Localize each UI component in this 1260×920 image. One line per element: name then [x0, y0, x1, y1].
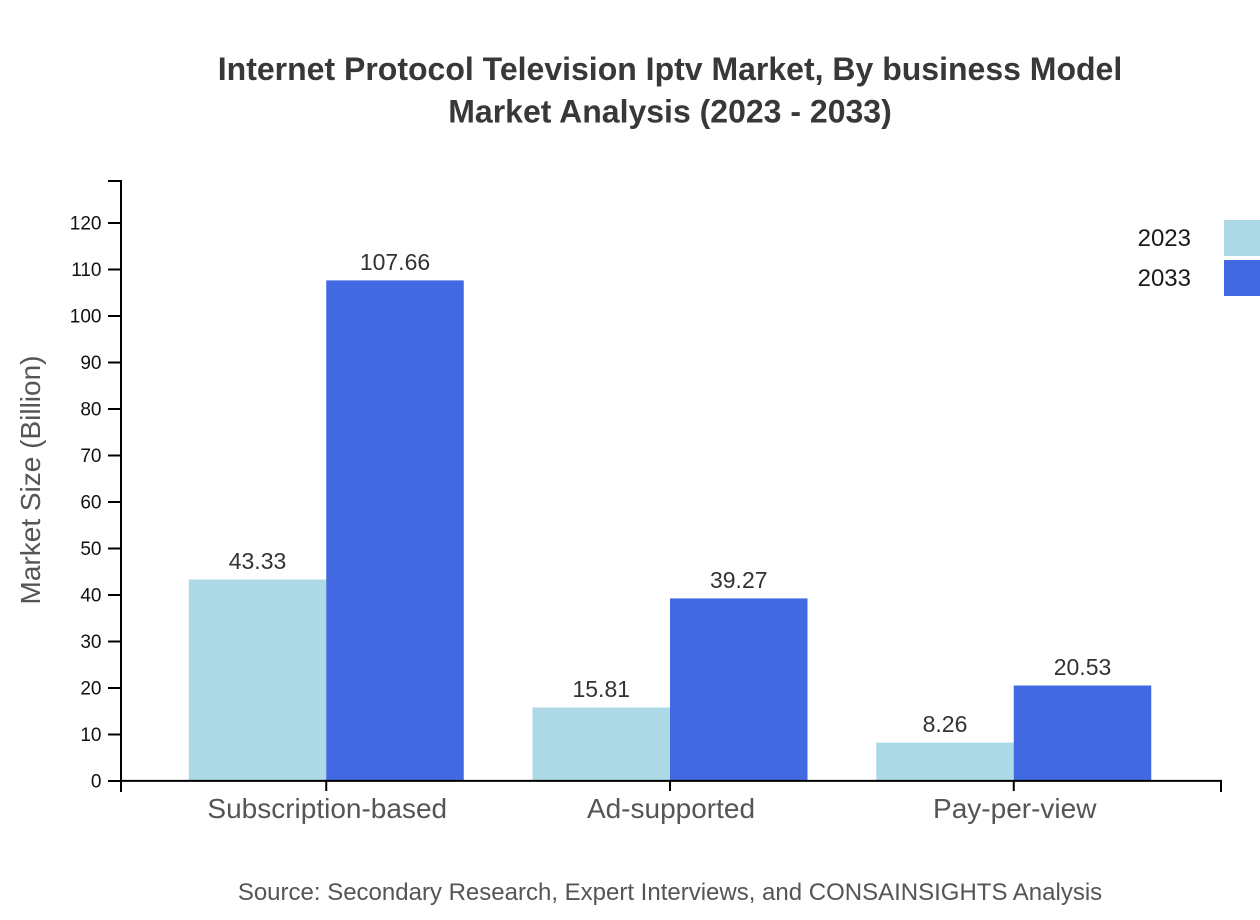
svg-text:110: 110 — [71, 260, 101, 281]
svg-text:20: 20 — [80, 679, 101, 700]
svg-text:40: 40 — [80, 586, 101, 607]
svg-text:Source: Secondary Research, Ex: Source: Secondary Research, Expert Inter… — [238, 879, 1102, 906]
svg-text:39.27: 39.27 — [710, 567, 768, 593]
svg-text:Internet Protocol Television I: Internet Protocol Television Iptv Market… — [218, 51, 1122, 87]
svg-text:Subscription-based: Subscription-based — [207, 793, 447, 824]
svg-text:100: 100 — [70, 307, 102, 328]
svg-text:90: 90 — [80, 353, 101, 374]
svg-text:107.66: 107.66 — [360, 249, 430, 275]
svg-text:120: 120 — [70, 214, 102, 235]
svg-text:Market Size (Billion): Market Size (Billion) — [15, 356, 46, 605]
svg-text:50: 50 — [80, 539, 101, 560]
svg-text:20.53: 20.53 — [1054, 654, 1112, 680]
svg-text:10: 10 — [80, 725, 101, 746]
svg-text:80: 80 — [80, 400, 101, 421]
svg-text:Market Analysis (2023 - 2033): Market Analysis (2023 - 2033) — [448, 94, 892, 130]
svg-text:8.26: 8.26 — [923, 711, 968, 737]
svg-text:30: 30 — [80, 632, 101, 653]
svg-text:Pay-per-view: Pay-per-view — [933, 793, 1097, 824]
svg-text:Ad-supported: Ad-supported — [587, 793, 755, 824]
svg-text:15.81: 15.81 — [572, 676, 630, 702]
svg-text:43.33: 43.33 — [229, 548, 287, 574]
svg-text:70: 70 — [80, 446, 101, 467]
svg-text:2023: 2023 — [1138, 225, 1191, 252]
svg-text:0: 0 — [91, 772, 102, 793]
svg-text:60: 60 — [80, 493, 101, 514]
svg-text:2033: 2033 — [1138, 265, 1191, 292]
